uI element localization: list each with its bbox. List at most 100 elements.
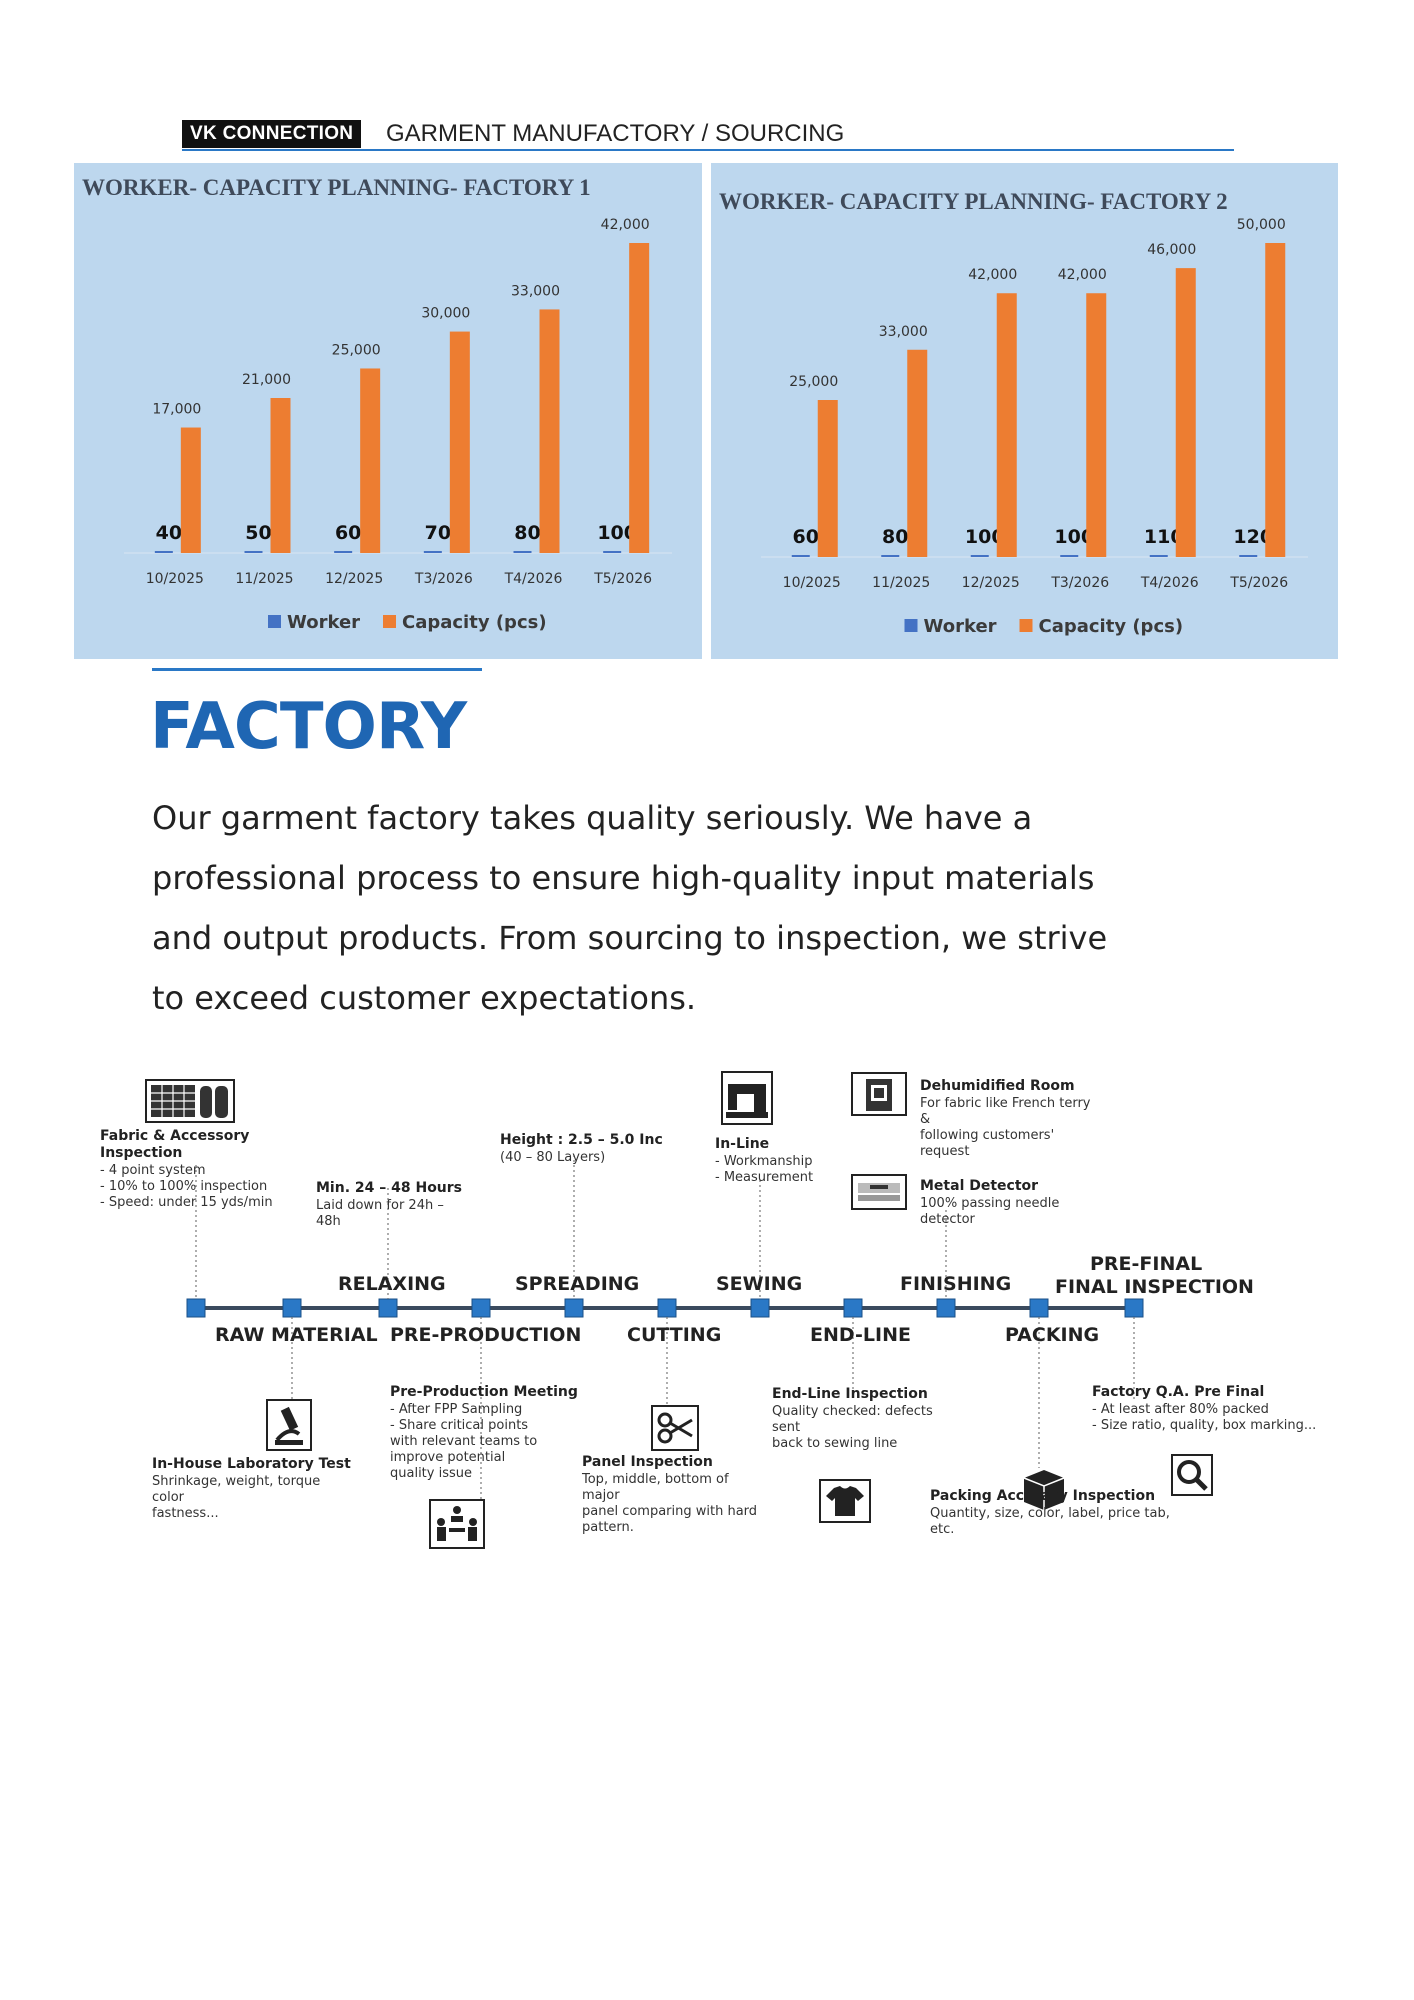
- note-spread: Height : 2.5 – 5.0 Inc (40 – 80 Layers): [500, 1132, 663, 1165]
- note-title: Fabric & Accessory: [100, 1128, 249, 1144]
- factory-heading: FACTORY: [150, 690, 467, 764]
- note-qa: Factory Q.A. Pre Final - At least after 8…: [1092, 1384, 1316, 1433]
- note-relax: Min. 24 – 48 Hours Laid down for 24h –48h: [316, 1180, 462, 1229]
- process-timeline: RELAXING SPREADING SEWING FINISHING PRE-…: [100, 1071, 1316, 1549]
- capacity-bar: [907, 349, 928, 557]
- note-title: Dehumidified Room: [920, 1078, 1075, 1094]
- capacity-bar: [180, 427, 201, 553]
- worker-data-label: 70: [425, 522, 451, 544]
- worker-bar: [1239, 555, 1258, 557]
- note-text: &: [920, 1112, 930, 1127]
- worker-bar: [154, 551, 173, 553]
- x-tick-label: T4/2026: [1140, 575, 1199, 591]
- note-text: - Speed: under 15 yds/min: [100, 1195, 273, 1210]
- capacity-data-label: 46,000: [1147, 242, 1196, 258]
- x-tick-label: 10/2025: [146, 571, 204, 587]
- note-text: (40 – 80 Layers): [500, 1150, 605, 1165]
- note-title: Factory Q.A. Pre Final: [1092, 1384, 1264, 1400]
- capacity-data-label: 21,000: [242, 372, 291, 388]
- note-text: following customers': [920, 1128, 1054, 1143]
- timeline-node: [750, 1298, 770, 1318]
- x-tick-label: 10/2025: [783, 575, 841, 591]
- capacity-data-label: 42,000: [601, 217, 650, 233]
- note-text: detector: [920, 1212, 976, 1227]
- x-tick-label: 12/2025: [325, 571, 383, 587]
- timeline-node: [564, 1298, 584, 1318]
- factory-intro: Our garment factory takes quality seriou…: [152, 788, 1252, 1028]
- box-icon: [1023, 1470, 1065, 1510]
- x-tick-label: 12/2025: [962, 575, 1020, 591]
- note-text: For fabric like French terry: [920, 1096, 1091, 1111]
- legend-worker-swatch: [268, 615, 281, 628]
- worker-data-label: 40: [156, 522, 182, 544]
- note-title: Min. 24 – 48 Hours: [316, 1180, 462, 1196]
- note-lab: In-House Laboratory Test Shrinkage, weigh…: [152, 1456, 351, 1521]
- capacity-data-label: 42,000: [1058, 267, 1107, 283]
- note-text: Laid down for 24h –: [316, 1198, 444, 1213]
- note-title: Panel Inspection: [582, 1454, 713, 1470]
- chart-factory-2-svg: WORKER- CAPACITY PLANNING- FACTORY 2 60 25…: [719, 189, 1308, 637]
- worker-data-label: 80: [882, 526, 908, 548]
- worker-bar: [334, 551, 353, 553]
- note-text: - After FPP Sampling: [390, 1402, 522, 1417]
- note-text: - 4 point system: [100, 1163, 206, 1178]
- worker-data-label: 100: [965, 526, 1005, 548]
- note-title: Pre-Production Meeting: [390, 1384, 578, 1400]
- timeline-node: [657, 1298, 677, 1318]
- stage-sewing: SEWING: [716, 1273, 802, 1295]
- stage-pre-production: PRE-PRODUCTION: [390, 1324, 581, 1346]
- note-text: sent: [772, 1420, 800, 1435]
- legend-capacity-label: Capacity (pcs): [402, 612, 547, 633]
- fabric-rolls-icon: [145, 1079, 235, 1123]
- note-title: In-House Laboratory Test: [152, 1456, 351, 1472]
- timeline-node: [936, 1298, 956, 1318]
- capacity-bar: [360, 368, 381, 553]
- legend-capacity-swatch: [1019, 619, 1033, 632]
- header-divider: [182, 149, 1234, 151]
- capacity-bar: [1175, 268, 1196, 557]
- x-tick-label: T4/2026: [504, 571, 563, 587]
- note-text: 48h: [316, 1214, 341, 1229]
- stage-final-inspection: FINAL INSPECTION: [1055, 1276, 1254, 1298]
- note-panel: Panel Inspection Top, middle, bottom ofma…: [581, 1454, 757, 1535]
- capacity-data-label: 25,000: [789, 374, 838, 390]
- worker-data-label: 60: [793, 526, 819, 548]
- note-title: Height : 2.5 – 5.0 Inc: [500, 1132, 663, 1148]
- timeline-node: [282, 1298, 302, 1318]
- x-tick-label: T5/2026: [1229, 575, 1288, 591]
- timeline-node: [843, 1298, 863, 1318]
- note-inline: In-Line - Workmanship- Measurement: [715, 1136, 813, 1185]
- chart-title: WORKER- CAPACITY PLANNING- FACTORY 1: [82, 175, 591, 200]
- legend-worker-label: Worker: [924, 616, 997, 637]
- sewing-machine-icon: [721, 1071, 773, 1125]
- x-tick-label: T3/2026: [414, 571, 473, 587]
- stage-finishing: FINISHING: [900, 1273, 1011, 1295]
- timeline-node: [378, 1298, 398, 1318]
- worker-bar: [423, 551, 442, 553]
- note-endline: End-Line Inspection Quality checked: defe…: [772, 1386, 933, 1451]
- capacity-data-label: 42,000: [968, 267, 1017, 283]
- worker-data-label: 100: [1054, 526, 1094, 548]
- note-text: with relevant teams to: [390, 1434, 537, 1449]
- note-text: quality issue: [390, 1466, 472, 1481]
- note-packing: Packing Accuracy Inspection Quantity, siz…: [930, 1488, 1170, 1537]
- legend-worker-swatch: [904, 619, 918, 632]
- note-ppm: Pre-Production Meeting - After FPP Sampli…: [390, 1384, 578, 1481]
- capacity-bar: [817, 400, 838, 557]
- worker-bar: [603, 551, 622, 553]
- capacity-chart-factory-1: WORKER- CAPACITY PLANNING- FACTORY 1 40 17…: [74, 163, 702, 659]
- worker-bar: [881, 555, 900, 557]
- worker-data-label: 50: [245, 522, 271, 544]
- worker-data-label: 120: [1233, 526, 1273, 548]
- note-text: - Size ratio, quality, box marking...: [1092, 1418, 1316, 1433]
- note-title: Metal Detector: [920, 1178, 1038, 1194]
- note-text: improve potential: [390, 1450, 505, 1465]
- capacity-bar: [270, 398, 291, 553]
- note-text: - At least after 80% packed: [1092, 1402, 1269, 1417]
- note-text: - Share critical points: [390, 1418, 528, 1433]
- intro-line: to exceed customer expectations.: [152, 979, 697, 1017]
- legend-capacity-swatch: [383, 615, 396, 628]
- worker-data-label: 110: [1144, 526, 1184, 548]
- timeline-node: [186, 1298, 206, 1318]
